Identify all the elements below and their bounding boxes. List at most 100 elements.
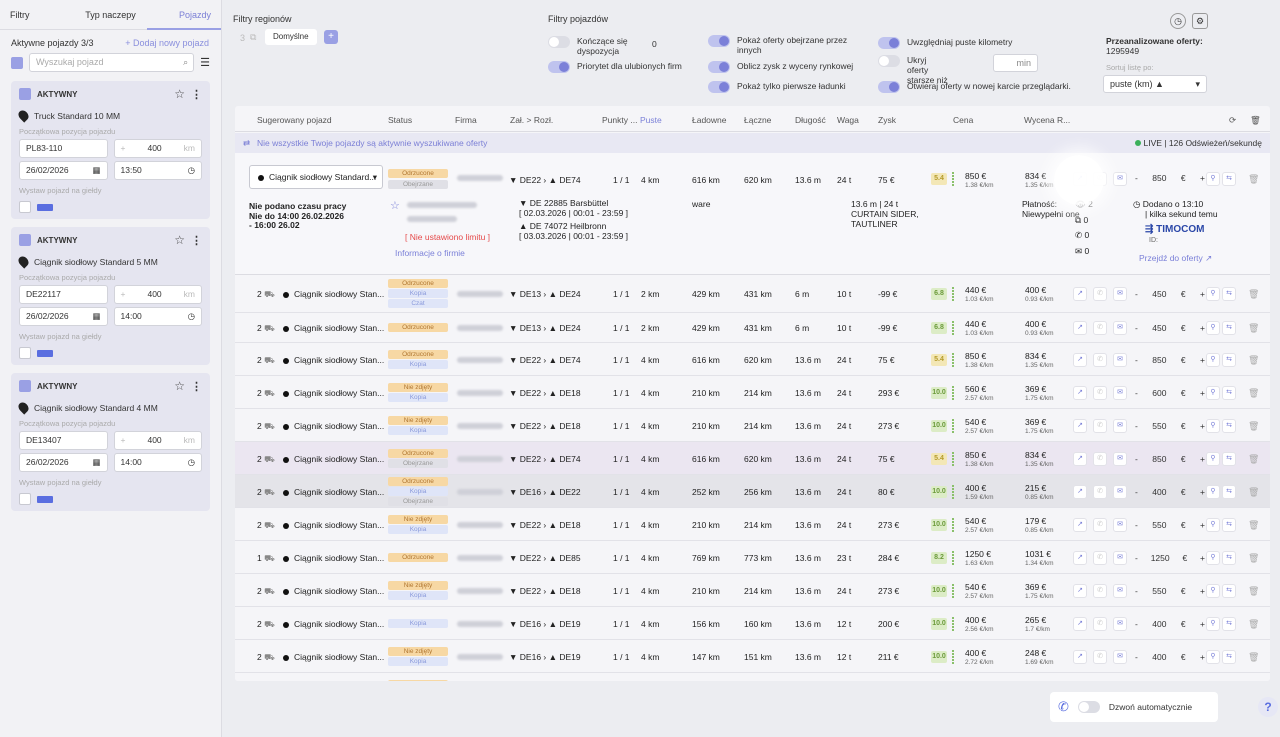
column-header[interactable]: Łączne <box>744 115 772 125</box>
share-icon[interactable]: ⇆ <box>1222 617 1236 631</box>
exchange-checkbox[interactable] <box>19 347 31 359</box>
open-external-icon[interactable]: ↗ <box>1073 419 1087 433</box>
column-header[interactable]: Ładowne <box>692 115 727 125</box>
trash-icon[interactable]: 🗑 <box>1248 586 1260 596</box>
suggested-vehicle[interactable]: Ciągnik siodłowy Stan... <box>283 553 384 563</box>
time-input[interactable]: 14:00 ◷ <box>113 307 202 326</box>
share-icon[interactable]: ⇆ <box>1222 172 1236 186</box>
km-input[interactable]: +400 km <box>113 431 202 450</box>
mail-icon[interactable]: ✉ <box>1113 287 1127 301</box>
date-input[interactable]: 26/02/2026 ▦ <box>19 453 108 472</box>
open-external-icon[interactable]: ↗ <box>1073 650 1087 664</box>
suggested-vehicle[interactable]: Ciągnik siodłowy Stan... <box>283 289 384 299</box>
mail-icon[interactable]: ✉ <box>1113 617 1127 631</box>
open-external-icon[interactable]: ↗ <box>1073 551 1087 565</box>
trash-icon[interactable]: 🗑 <box>1248 487 1260 497</box>
share-icon[interactable]: ⇆ <box>1222 584 1236 598</box>
settings-icon[interactable]: ⚙ <box>1192 13 1208 29</box>
open-external-icon[interactable]: ↗ <box>1073 353 1087 367</box>
table-row[interactable]: 2 ⛟ Ciągnik siodłowy Stan... Odrzucone Obej… <box>235 442 1270 475</box>
share-icon[interactable]: ⇆ <box>1222 386 1236 400</box>
add-region-button[interactable]: + <box>324 30 338 44</box>
vehicle-search-input[interactable]: Wyszukaj pojazd ⌕ <box>29 53 195 72</box>
link-icon[interactable]: ⚲ <box>1206 353 1220 367</box>
plate-input[interactable]: DE22117 <box>19 285 108 304</box>
column-header[interactable]: Zysk <box>878 115 896 125</box>
price-stepper[interactable]: -450 € + <box>1135 289 1205 299</box>
price-stepper[interactable]: -850 € + <box>1135 454 1205 464</box>
price-stepper[interactable]: -400 € + <box>1135 619 1205 629</box>
table-row[interactable]: 2 ⛟ Ciągnik siodłowy Stan... Odrzucone Kopi… <box>235 275 1270 313</box>
link-icon[interactable]: ⚲ <box>1206 321 1220 335</box>
tab-vehicles[interactable]: Pojazdy <box>147 0 222 30</box>
clock-icon[interactable]: ◷ <box>1170 13 1186 29</box>
trash-icon[interactable]: 🗑 <box>1248 421 1260 431</box>
suggested-vehicle[interactable]: Ciągnik siodłowy Stan... <box>283 355 384 365</box>
region-copy-icon[interactable]: ⧉ <box>250 32 257 42</box>
link-icon[interactable]: ⚲ <box>1206 617 1220 631</box>
mail-icon[interactable]: ✉ <box>1113 551 1127 565</box>
table-row[interactable]: 2 ⛟ Ciągnik siodłowy Stan... Odrzucone ▼ DE… <box>235 313 1270 343</box>
trash-icon[interactable]: 🗑 <box>1248 652 1260 662</box>
mail-icon[interactable]: ✉ <box>1113 353 1127 367</box>
suggested-vehicle[interactable]: Ciągnik siodłowy Stan... <box>283 652 384 662</box>
open-external-icon[interactable]: ↗ <box>1073 485 1087 499</box>
mail-icon[interactable]: ✉ <box>1113 584 1127 598</box>
mail-icon[interactable]: ✉ <box>1113 518 1127 532</box>
open-external-icon[interactable]: ↗ <box>1073 321 1087 335</box>
price-stepper[interactable]: -400 € + <box>1135 652 1205 662</box>
star-icon[interactable]: ☆ <box>174 87 185 101</box>
suggested-vehicle[interactable]: Ciągnik siodłowy Stan... <box>283 323 384 333</box>
phone-icon[interactable]: ✆ <box>1093 419 1107 433</box>
help-icon[interactable]: ? <box>1258 697 1278 717</box>
vehicle-checkbox[interactable] <box>19 88 31 100</box>
mail-icon[interactable]: ✉ <box>1113 452 1127 466</box>
column-header[interactable]: Puste <box>640 115 662 125</box>
price-stepper[interactable]: -850 € + <box>1135 173 1205 183</box>
column-header[interactable]: Status <box>388 115 413 125</box>
trash-icon[interactable]: 🗑 <box>1248 289 1260 299</box>
suggested-vehicle[interactable]: Ciągnik siodłowy Stan... <box>283 421 384 431</box>
hide-older-minutes-input[interactable]: min <box>993 54 1038 72</box>
phone-icon[interactable]: ✆ <box>1093 551 1107 565</box>
link-icon[interactable]: ⚲ <box>1206 419 1220 433</box>
suggested-vehicle[interactable]: Ciągnik siodłowy Stan... <box>283 454 384 464</box>
time-input[interactable]: 13:50 ◷ <box>113 161 202 180</box>
column-header[interactable]: Waga <box>837 115 859 125</box>
phone-icon[interactable]: ✆ <box>1093 518 1107 532</box>
table-row[interactable]: 2 ⛟ Ciągnik siodłowy Stan... Kopia ▼ DE16 ›… <box>235 607 1270 640</box>
suggested-vehicle[interactable]: Ciągnik siodłowy Stan... <box>283 586 384 596</box>
price-stepper[interactable]: -550 € + <box>1135 520 1205 530</box>
open-external-icon[interactable]: ↗ <box>1073 518 1087 532</box>
star-icon[interactable]: ☆ <box>174 379 185 393</box>
suggested-vehicle[interactable]: Ciągnik siodłowy Stan... <box>283 619 384 629</box>
phone-icon[interactable]: ✆ <box>1093 650 1107 664</box>
table-row[interactable]: 1 ⛟ Ciągnik siodłowy Stan... Odrzucone ▼ DE… <box>235 541 1270 574</box>
option-ending-dispositions[interactable]: Kończące się dyspozycja <box>548 36 648 56</box>
mail-icon[interactable]: ✉ <box>1113 386 1127 400</box>
share-icon[interactable]: ⇆ <box>1222 452 1236 466</box>
phone-icon[interactable]: ✆ <box>1093 353 1107 367</box>
option-hide-older[interactable]: Ukryj oferty starsze niż <box>878 55 948 85</box>
trash-icon[interactable]: 🗑 <box>1248 553 1260 563</box>
share-icon[interactable]: ⇆ <box>1222 518 1236 532</box>
column-header[interactable]: Sugerowany pojazd <box>257 115 332 125</box>
more-icon[interactable]: ⋮ <box>191 88 202 101</box>
link-icon[interactable]: ⚲ <box>1206 452 1220 466</box>
expanded-offer[interactable]: Ciągnik siodłowy Standard... ▾ Odrzucone … <box>235 153 1270 275</box>
company-info-link[interactable]: Informacje o firmie <box>395 248 465 258</box>
auto-call-toggle[interactable] <box>1077 701 1100 713</box>
sort-select[interactable]: puste (km) ▲ ▾ <box>1103 75 1207 93</box>
share-icon[interactable]: ⇆ <box>1222 419 1236 433</box>
option-calc-profit[interactable]: Oblicz zysk z wyceny rynkowej <box>708 61 853 73</box>
column-header[interactable]: Długość <box>795 115 826 125</box>
phone-icon[interactable]: ✆ <box>1093 386 1107 400</box>
date-input[interactable]: 26/02/2026 ▦ <box>19 161 108 180</box>
plate-input[interactable]: DE13407 <box>19 431 108 450</box>
more-icon[interactable]: ⋮ <box>191 380 202 393</box>
link-icon[interactable]: ⚲ <box>1206 584 1220 598</box>
link-icon[interactable]: ⚲ <box>1206 650 1220 664</box>
refresh-icon[interactable]: ⟳ <box>1229 115 1237 125</box>
tab-trailer-type[interactable]: Typ naczepy <box>85 9 136 20</box>
trash-icon[interactable]: 🗑 <box>1248 454 1260 464</box>
